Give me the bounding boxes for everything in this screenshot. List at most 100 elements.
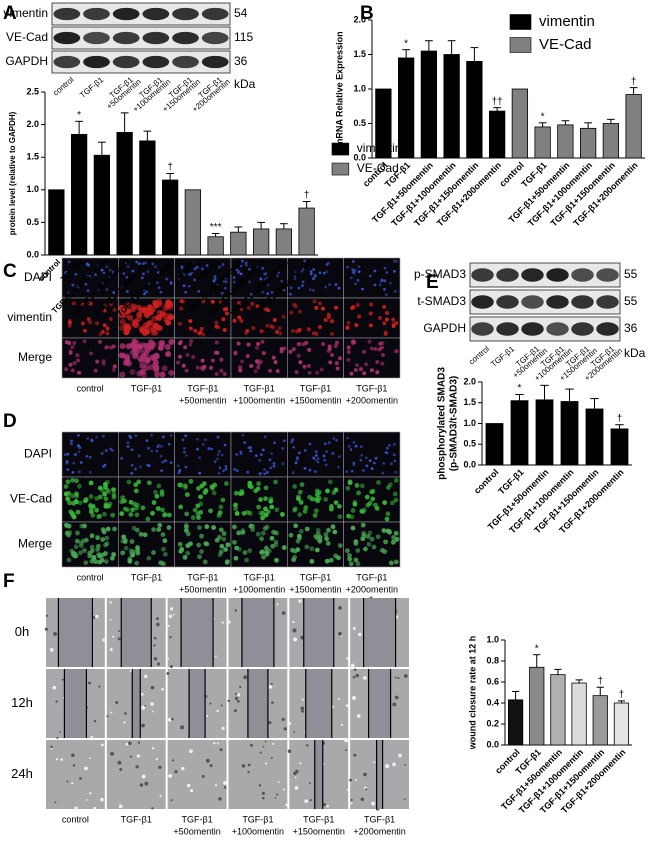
cell-dot [168,339,175,346]
cell-dot [77,500,83,506]
cell-dot [129,539,135,544]
column-label: TGF-β1 [121,814,152,824]
cell-dot [297,286,301,290]
cell-dot [378,315,383,320]
cell-dot [318,325,323,330]
cell-dot [362,469,365,472]
cell-speck [102,638,106,642]
cell-dot [334,283,338,286]
cell-dot [302,508,308,514]
cell-speck [49,647,54,652]
cell-dot [76,358,81,363]
cell-speck [155,758,158,761]
cell-dot [156,527,162,532]
scratch-gap [58,598,93,667]
cell-dot [139,327,146,334]
column-label: control [77,383,104,393]
cell-dot [222,371,227,376]
cell-speck [262,745,265,748]
cell-dot [142,342,149,349]
cell-dot [87,263,91,267]
cell-speck [170,799,173,802]
blot-band [546,322,569,336]
cell-dot [154,265,157,269]
cell-speck [189,749,193,754]
cell-dot [369,346,374,351]
cell-dot [273,441,276,445]
cell-dot [80,321,85,326]
cell-dot [326,527,331,533]
cell-dot [331,490,337,496]
cell-dot [183,345,188,350]
cell-dot [275,329,280,334]
blot-row-label: vimentin [3,6,48,20]
cell-dot [236,546,242,552]
bar [420,50,438,159]
column-label: +200omentin [353,826,405,836]
blot-unit: kDa [234,77,256,91]
cell-dot [101,529,107,535]
cell-dot [299,482,305,488]
cell-dot [202,365,207,370]
cell-dot [361,287,364,291]
cell-speck [233,709,237,713]
cell-speck [243,675,248,680]
cell-dot [282,439,286,443]
row-label: Merge [18,537,52,551]
cell-dot [185,531,191,537]
cell-speck [271,701,274,704]
cell-dot [131,321,138,328]
cell-speck [392,702,397,707]
blot-band [521,322,544,336]
cell-dot [313,508,319,514]
cell-dot [308,442,312,446]
cell-dot [259,329,264,334]
cell-dot [221,279,225,283]
cell-dot [316,457,320,461]
cell-dot [162,512,168,517]
scratch-gap [363,598,396,667]
cell-dot [350,508,356,513]
cell-dot [246,305,251,310]
cell-dot [203,541,209,547]
cell-dot [290,440,294,444]
cell-dot [147,281,151,285]
blot-band [83,55,110,69]
cell-dot [325,488,330,494]
cell-dot [207,447,211,450]
cell-dot [185,353,190,358]
significance: * [535,643,539,654]
cell-dot [104,479,110,485]
cell-speck [268,721,272,725]
cell-dot [251,325,256,330]
cell-dot [278,331,283,336]
cell-dot [331,452,335,455]
cell-dot [220,497,226,503]
cell-speck [227,620,231,624]
cell-dot [133,488,139,494]
cell-dot [312,289,315,292]
cell-dot [244,557,249,563]
cell-dot [349,514,355,520]
cell-dot [347,480,353,486]
cell-speck [309,799,312,802]
row-label: vimentin [7,310,52,324]
cell-dot [378,283,382,287]
bar [535,399,554,466]
cell-dot [196,447,199,451]
cell-dot [135,545,140,550]
cell-speck [88,681,92,685]
cell-dot [292,445,296,449]
cell-dot [296,496,301,502]
cell-dot [323,318,328,323]
cell-dot [135,260,139,264]
blot-band [546,268,569,282]
panel-label: D [3,411,17,432]
cell-dot [105,526,111,532]
cell-dot [146,270,150,274]
cell-dot [289,310,294,315]
cell-dot [112,364,117,369]
significance: * [518,383,522,394]
cell-dot [258,510,264,516]
blot-size: 36 [234,54,248,68]
